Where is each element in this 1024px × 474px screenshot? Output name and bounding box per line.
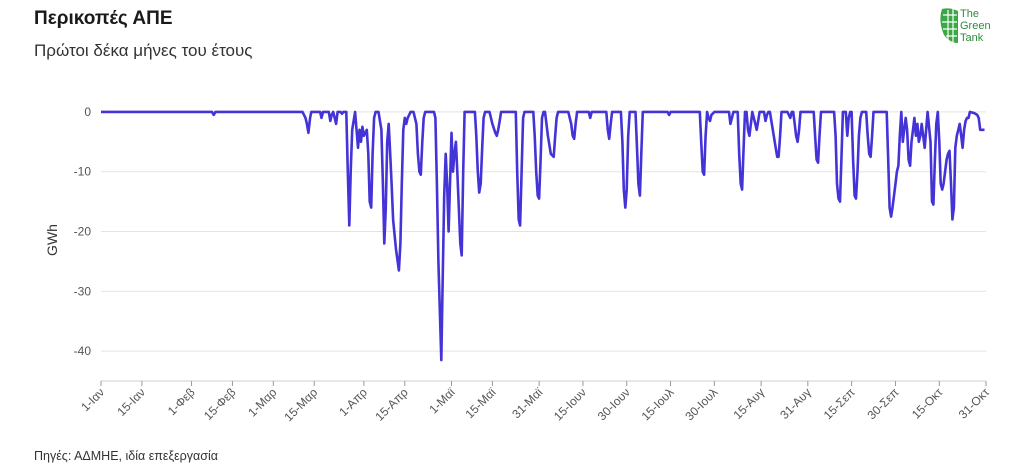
x-tick-label: 1-Ιαν	[78, 385, 107, 414]
chart-subtitle: Πρώτοι δέκα μήνες του έτους	[34, 41, 253, 60]
x-tick-label: 31-Αυγ	[777, 385, 814, 422]
x-tick-label: 30-Ιουν	[595, 385, 633, 423]
x-tick-label: 1-Απρ	[336, 385, 370, 419]
y-tick-label: -20	[74, 225, 92, 239]
series-layer	[101, 110, 985, 362]
y-tick-label: -10	[74, 165, 92, 179]
y-tick-label: 0	[84, 105, 91, 119]
x-tick-label: 15-Ιαν	[114, 385, 148, 419]
leaf-grid-icon	[940, 8, 958, 44]
x-tick-labels: 1-Ιαν 15-Ιαν 1-Φεβ 15-Φεβ 1-Μαρ 15-Μαρ 1-Απρ 15…	[78, 381, 992, 424]
x-tick-label: 15-Ιουλ	[639, 385, 677, 423]
logo-text-line1: The	[960, 8, 979, 20]
x-tick-label: 15-Αυγ	[731, 385, 768, 422]
x-tick-label: 31-Οκτ	[956, 385, 993, 422]
x-tick-label: 30-Σεπ	[865, 385, 902, 422]
logo-text-line2: Green	[960, 20, 991, 32]
y-tick-label: -30	[74, 284, 92, 298]
chart-title: Περικοπές ΑΠΕ	[34, 8, 173, 29]
x-tick-label: 1-Φεβ	[165, 385, 198, 418]
series-line	[101, 110, 985, 362]
y-tick-label: -40	[74, 344, 92, 358]
x-tick-label: 15-Οκτ	[909, 385, 946, 422]
x-tick-label: 15-Μαϊ	[462, 385, 498, 421]
curtailment-line-chart: 0-10-20-30-40 1-Ιαν 15-Ιαν 1-Φεβ 15-Φεβ 1-Μα…	[44, 105, 992, 424]
y-tick-labels: 0 -10 -20 -30 -40	[74, 105, 92, 358]
x-tick-label: 15-Απρ	[372, 385, 411, 424]
x-tick-label: 30-Ιουλ	[682, 385, 720, 423]
x-tick-label: 15-Φεβ	[201, 385, 239, 423]
source-note: Πηγές: ΑΔΜΗΕ, ιδία επεξεργασία	[34, 449, 218, 463]
x-tick-label: 15-Μαρ	[281, 385, 320, 424]
green-tank-logo: The Green Tank	[940, 8, 991, 44]
y-axis-title: GWh	[44, 224, 60, 256]
x-tick-label: 1-Μαϊ	[426, 385, 458, 417]
x-tick-label: 15-Ιουν	[551, 385, 589, 423]
x-tick-label: 31-Μαϊ	[509, 385, 545, 421]
x-tick-label: 15-Σεπ	[821, 385, 858, 422]
x-tick-label: 1-Μαρ	[245, 385, 279, 419]
logo-text-line3: Tank	[960, 32, 984, 44]
